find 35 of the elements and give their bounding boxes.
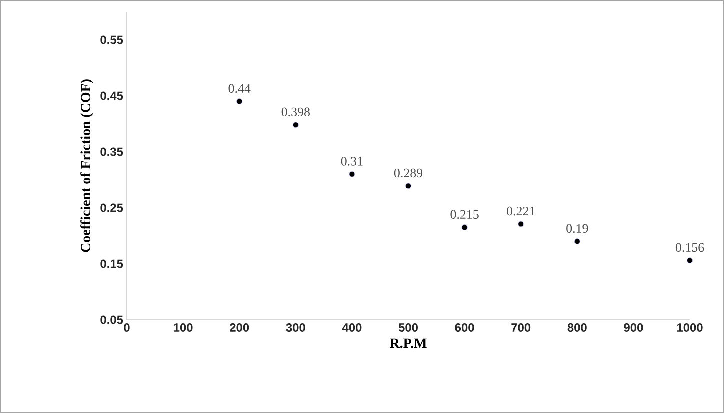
y-tick-label: 0.55 [100, 36, 124, 44]
y-tick-label: 0.25 [100, 204, 124, 212]
point [518, 221, 524, 228]
data-label: 0.31 [341, 157, 363, 166]
x-axis-title: R.P.M [390, 338, 427, 348]
data-label: 0.398 [282, 108, 310, 117]
y-tick-label: 0.45 [100, 92, 124, 100]
point [462, 224, 468, 231]
x-tick-label: 100 [174, 324, 193, 332]
x-tick-label: 800 [568, 324, 587, 332]
data-label: 0.221 [507, 206, 535, 216]
data-label: 0.289 [394, 168, 423, 178]
x-tick-label: 400 [342, 324, 362, 332]
x-tick-label: 600 [455, 324, 474, 332]
point [236, 98, 243, 105]
y-axis-title: Coefficient of Friction (COF) [80, 80, 94, 252]
y-tick-label: 0.05 [100, 316, 124, 324]
x-tick-label: 200 [230, 324, 250, 332]
x-tick-label: 900 [624, 324, 644, 332]
data-label: 0.44 [228, 84, 251, 94]
data-label: 0.19 [566, 224, 588, 234]
point [686, 258, 694, 264]
point [292, 122, 299, 128]
point [349, 171, 356, 178]
point [405, 183, 412, 190]
x-tick-label: 300 [286, 324, 306, 332]
data-label: 0.215 [450, 210, 479, 220]
data-label: 0.156 [676, 243, 704, 252]
x-tick-label: 0 [124, 324, 130, 332]
y-tick-label: 0.35 [100, 148, 124, 156]
x-tick-label: 700 [512, 324, 531, 332]
y-tick-label: 0.15 [100, 260, 124, 268]
x-tick-label: 500 [398, 324, 418, 332]
point [574, 238, 580, 245]
x-tick-label: 1000 [677, 324, 703, 332]
